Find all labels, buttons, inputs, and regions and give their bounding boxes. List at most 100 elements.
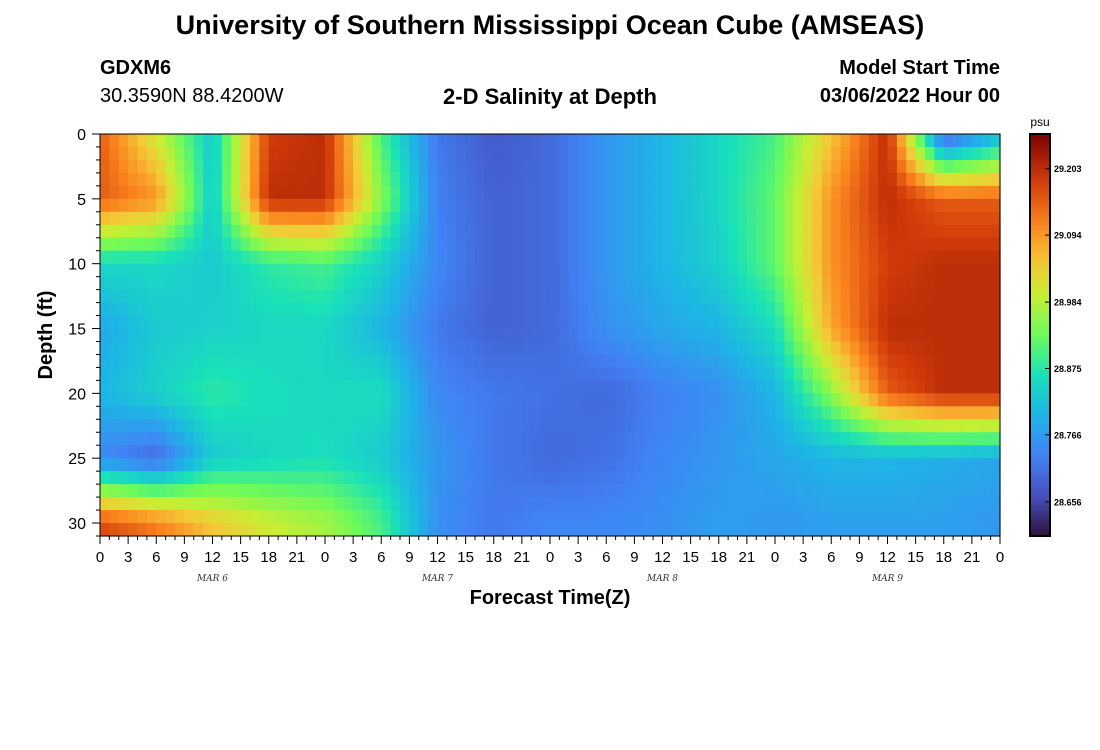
heatmap-cell bbox=[278, 211, 289, 226]
heatmap-cell bbox=[184, 510, 195, 524]
heatmap-cell bbox=[896, 406, 907, 420]
heatmap-cell bbox=[296, 237, 307, 252]
heatmap-cell bbox=[878, 484, 889, 498]
heatmap-cell bbox=[521, 497, 532, 511]
heatmap-cell bbox=[906, 224, 917, 239]
heatmap-cell bbox=[559, 380, 570, 394]
heatmap-cell bbox=[625, 341, 635, 356]
heatmap-cell bbox=[803, 510, 814, 524]
heatmap-cell bbox=[784, 523, 795, 537]
heatmap-cell bbox=[315, 263, 326, 278]
heatmap-cell bbox=[428, 134, 439, 148]
heatmap-cell bbox=[653, 289, 664, 304]
heatmap-cell bbox=[962, 211, 973, 226]
heatmap-cell bbox=[400, 263, 410, 278]
heatmap-cell bbox=[428, 510, 439, 524]
x-tick-label: 0 bbox=[771, 549, 779, 566]
heatmap-cell bbox=[718, 458, 729, 472]
heatmap-cell bbox=[540, 146, 551, 161]
heatmap-cell bbox=[231, 250, 242, 265]
heatmap-cell bbox=[915, 484, 926, 498]
heatmap-cell bbox=[606, 159, 617, 174]
heatmap-cell bbox=[278, 185, 289, 200]
heatmap-cell bbox=[615, 302, 626, 317]
heatmap-cell bbox=[428, 445, 439, 459]
heatmap-cell bbox=[990, 146, 1001, 161]
heatmap-cell bbox=[850, 185, 860, 200]
heatmap-cell bbox=[428, 354, 439, 369]
heatmap-cell bbox=[775, 250, 785, 265]
heatmap-cell bbox=[409, 237, 420, 252]
heatmap-cell bbox=[718, 134, 729, 148]
heatmap-cell bbox=[418, 510, 429, 524]
heatmap-cell bbox=[212, 211, 223, 226]
heatmap-cell bbox=[737, 302, 748, 317]
heatmap-cell bbox=[203, 172, 214, 187]
heatmap-cell bbox=[681, 406, 692, 420]
heatmap-cell bbox=[615, 406, 626, 420]
heatmap-cell bbox=[437, 432, 448, 446]
heatmap-cell bbox=[409, 523, 420, 537]
heatmap-cell bbox=[915, 211, 926, 226]
heatmap-cell bbox=[587, 302, 598, 317]
x-tick-label: 6 bbox=[827, 549, 835, 566]
heatmap-cell bbox=[353, 237, 364, 252]
heatmap-cell bbox=[840, 341, 851, 356]
heatmap-cell bbox=[503, 458, 514, 472]
heatmap-cell bbox=[681, 315, 692, 330]
heatmap-cell bbox=[831, 341, 842, 356]
heatmap-cell bbox=[343, 198, 354, 213]
heatmap-cell bbox=[540, 445, 551, 459]
heatmap-cell bbox=[428, 328, 439, 343]
heatmap-cell bbox=[156, 432, 167, 446]
heatmap-cell bbox=[934, 380, 945, 394]
heatmap-cell bbox=[925, 185, 935, 200]
heatmap-cell bbox=[400, 354, 410, 369]
heatmap-cell bbox=[746, 276, 757, 291]
heatmap-cell bbox=[596, 211, 607, 226]
heatmap-cell bbox=[896, 134, 907, 148]
heatmap-cell bbox=[325, 172, 335, 187]
heatmap-cell bbox=[484, 393, 495, 407]
heatmap-cell bbox=[128, 276, 139, 291]
heatmap-cell bbox=[756, 198, 767, 213]
heatmap-cell bbox=[718, 263, 729, 278]
heatmap-cell bbox=[662, 224, 673, 239]
heatmap-cell bbox=[259, 367, 270, 381]
heatmap-cell bbox=[746, 471, 757, 485]
heatmap-cell bbox=[146, 276, 157, 291]
heatmap-cell bbox=[681, 172, 692, 187]
heatmap-cell bbox=[334, 471, 345, 485]
heatmap-cell bbox=[737, 276, 748, 291]
heatmap-cell bbox=[784, 484, 795, 498]
heatmap-cell bbox=[559, 211, 570, 226]
heatmap-cell bbox=[887, 159, 898, 174]
heatmap-cell bbox=[662, 263, 673, 278]
heatmap-cell bbox=[409, 224, 420, 239]
heatmap-cell bbox=[812, 380, 823, 394]
heatmap-cell bbox=[793, 341, 804, 356]
heatmap-cell bbox=[550, 510, 560, 524]
heatmap-cell bbox=[212, 134, 223, 148]
heatmap-cell bbox=[381, 224, 392, 239]
heatmap-cell bbox=[137, 471, 148, 485]
heatmap-cell bbox=[915, 263, 926, 278]
heatmap-cell bbox=[596, 497, 607, 511]
heatmap-cell bbox=[521, 458, 532, 472]
heatmap-cell bbox=[156, 367, 167, 381]
heatmap-cell bbox=[512, 224, 523, 239]
heatmap-cell bbox=[943, 134, 954, 148]
heatmap-cell bbox=[737, 146, 748, 161]
heatmap-cell bbox=[381, 367, 392, 381]
heatmap-cell bbox=[184, 484, 195, 498]
date-label: MAR 7 bbox=[421, 574, 453, 584]
heatmap-cell bbox=[981, 146, 992, 161]
heatmap-cell bbox=[981, 341, 992, 356]
heatmap-cell bbox=[409, 445, 420, 459]
heatmap-cell bbox=[503, 237, 514, 252]
heatmap-cell bbox=[840, 380, 851, 394]
heatmap-cell bbox=[409, 211, 420, 226]
heatmap-cell bbox=[962, 172, 973, 187]
heatmap-cell bbox=[634, 159, 645, 174]
heatmap-cell bbox=[137, 224, 148, 239]
